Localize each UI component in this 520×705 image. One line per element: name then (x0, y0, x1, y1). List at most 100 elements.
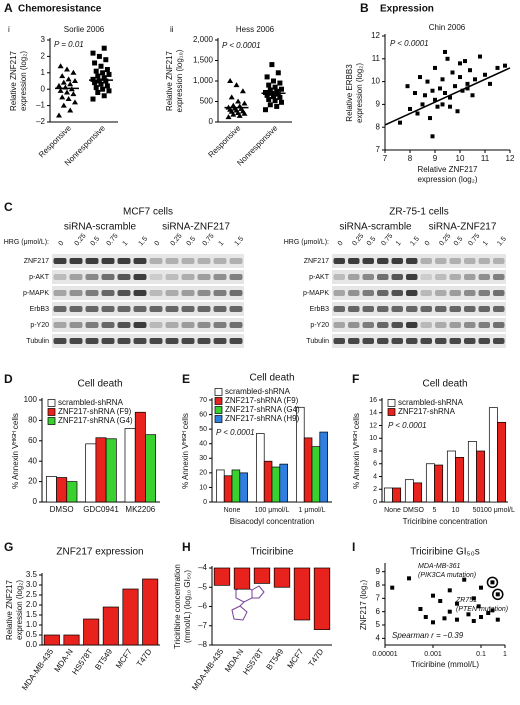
panel-letter: G (4, 540, 13, 554)
data-point (476, 604, 481, 609)
dose-value: 0 (424, 240, 432, 248)
y-tick-label: 60 (199, 411, 207, 418)
x-tick-label: 0.1 (476, 651, 486, 658)
data-point (430, 88, 435, 93)
annotation: P < 0.0001 (222, 41, 261, 50)
data-point (478, 54, 482, 59)
blot-band (478, 322, 490, 328)
data-point (267, 102, 273, 108)
dose-value: 0.5 (90, 235, 102, 247)
blot-band (181, 322, 195, 328)
panel-title: Expression (380, 4, 434, 15)
blot-band (464, 258, 476, 264)
y-tick-label: 1.0 (26, 620, 38, 629)
blot-title: ZR-75-1 cells (389, 207, 448, 218)
blot-band (362, 306, 374, 312)
blot-band (85, 322, 99, 328)
blot-band (377, 258, 389, 264)
data-point (447, 588, 452, 593)
y-axis-label: (mmol/L) (log₁₀ GI₅₀) (183, 570, 192, 643)
data-point (65, 76, 72, 82)
blot-band (101, 322, 115, 328)
data-point (470, 93, 475, 98)
y-axis-label: Relative ZNF217 (165, 50, 174, 111)
data-point (279, 99, 284, 105)
data-point (103, 78, 109, 84)
data-point (279, 86, 284, 92)
dose-label: HRG (μmol/L): (4, 239, 49, 246)
data-point (443, 91, 447, 95)
blot-band (377, 290, 389, 296)
y-tick-label: 0.5 (26, 630, 38, 639)
x-tick-label: GDC0941 (83, 505, 119, 514)
y-tick-label: 30 (199, 455, 207, 462)
blot-background (332, 270, 506, 284)
blot-band (197, 306, 211, 312)
chart-title: Cell death (422, 379, 467, 390)
blot-background (52, 318, 244, 332)
bar (311, 446, 321, 503)
legend-swatch (47, 399, 56, 407)
blot-band (53, 338, 67, 344)
blot-band (362, 290, 374, 296)
data-point (465, 86, 470, 91)
dose-value: 1 (122, 240, 130, 248)
blot-band (117, 274, 131, 280)
x-axis-label: expression (log₂) (417, 175, 477, 184)
data-point (235, 98, 242, 104)
blot-band (449, 258, 461, 264)
data-point (277, 94, 283, 100)
blot-background (332, 302, 506, 316)
y-tick-label: 1.5 (26, 610, 38, 619)
bar (145, 434, 157, 503)
data-point (96, 78, 102, 84)
blot-band (406, 322, 418, 328)
bar (279, 463, 288, 503)
chart-title: Sorlie 2006 (64, 25, 105, 34)
y-tick-label: –5 (198, 582, 207, 591)
data-point (453, 84, 457, 89)
legend-swatch (214, 388, 223, 396)
bar (434, 464, 444, 503)
blot-band (333, 290, 345, 296)
data-point (72, 99, 78, 105)
data-point (486, 611, 491, 615)
dose-value: 1 (395, 240, 403, 248)
y-tick-label: 1,500 (193, 56, 214, 65)
blot-band (229, 338, 243, 344)
blot-band (435, 322, 447, 328)
subpanel-label: i (8, 25, 10, 34)
x-tick-label: Responsive (37, 123, 73, 159)
data-point (415, 111, 420, 116)
blot-band (449, 306, 461, 312)
data-point (64, 89, 70, 95)
data-point (95, 89, 101, 95)
x-tick-label: 5 (433, 507, 437, 514)
x-tick-label: 11 (481, 154, 490, 163)
y-axis-label: expression (log₁₀) (175, 49, 184, 112)
data-point (101, 45, 107, 51)
data-point (450, 70, 455, 75)
bar (63, 634, 80, 646)
data-point (431, 620, 435, 625)
blot-row-label: p-MAPK (23, 290, 49, 297)
y-axis-label: expression (log₂) (15, 580, 24, 640)
data-point (266, 96, 272, 102)
y-tick-label: 10 (199, 484, 207, 491)
blot-background (332, 286, 506, 300)
blot-band (420, 306, 432, 312)
x-tick-label: MDA-MB-435 (190, 647, 225, 692)
blot-group: siRNA-scramble (339, 222, 412, 233)
data-point (272, 98, 278, 104)
blot-band (406, 274, 418, 280)
data-point (458, 75, 462, 80)
blot-band (391, 290, 403, 296)
dose-value: 0.25 (170, 232, 184, 247)
x-tick-label: T47D (135, 647, 154, 668)
blot-band (149, 338, 163, 344)
data-point (67, 81, 74, 87)
blot-row-label: Tubulin (26, 338, 49, 345)
data-point (263, 89, 268, 95)
data-point (407, 576, 411, 581)
blot-band (478, 306, 490, 312)
